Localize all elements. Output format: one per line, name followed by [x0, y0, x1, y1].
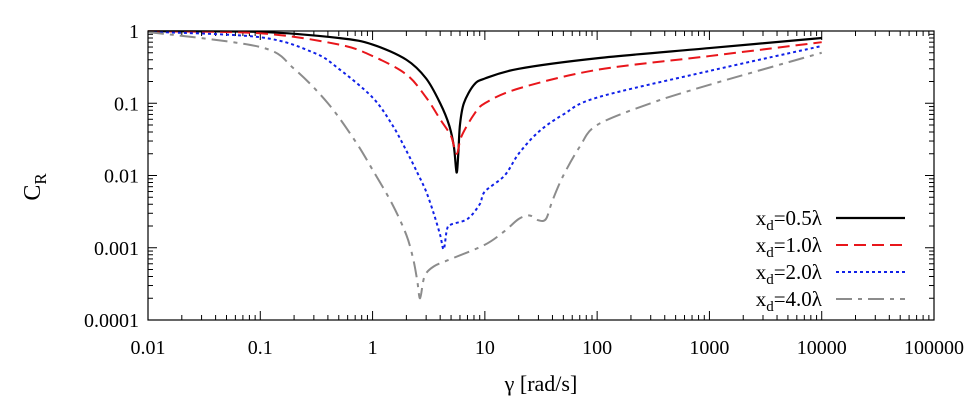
x-tick-label: 1000 [689, 337, 729, 359]
legend-label: xd=2.0λ [756, 260, 823, 288]
plot-frame [147, 30, 935, 321]
legend-label: xd=0.5λ [756, 206, 823, 234]
series-line-1 [147, 30, 822, 174]
series-line-4 [147, 30, 822, 300]
x-tick-label: 10000 [797, 337, 847, 359]
y-tick-label: 1 [129, 21, 139, 43]
legend-label: xd=4.0λ [756, 287, 823, 315]
series-layer [147, 30, 822, 300]
x-tick-label: 1 [368, 337, 378, 359]
series-line-2 [147, 30, 822, 155]
series-line-3 [147, 30, 822, 251]
y-tick-label: 0.001 [94, 238, 139, 260]
legend-label: xd=1.0λ [756, 233, 823, 261]
x-tick-label: 10 [475, 337, 495, 359]
y-axis-label: CR [20, 173, 50, 201]
x-tick-label: 100000 [904, 337, 964, 359]
ticks-layer: 0.01 0.1 1 10 100 1000 10000 100000 0.0001 0.001 0… [84, 21, 964, 359]
y-tick-label: 0.1 [114, 93, 139, 115]
y-tick-label: 0.01 [104, 166, 139, 188]
x-tick-label: 0.01 [131, 337, 166, 359]
x-axis-label: γ [rad/s] [504, 371, 578, 396]
x-tick-label: 100 [582, 337, 612, 359]
y-tick-label: 0.0001 [84, 310, 139, 332]
x-tick-label: 0.1 [248, 337, 273, 359]
